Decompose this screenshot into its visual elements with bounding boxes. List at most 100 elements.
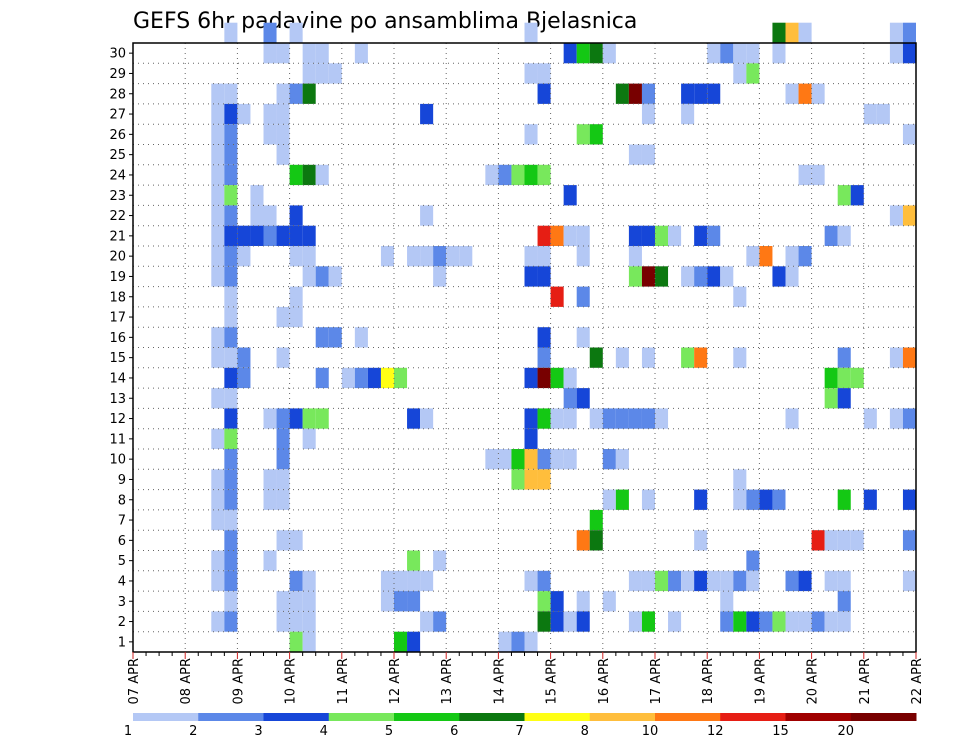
heatmap-cell <box>707 225 721 246</box>
heatmap-cell <box>211 550 225 571</box>
heatmap-cell <box>498 631 512 652</box>
heatmap-cell <box>641 83 655 104</box>
heatmap-cell <box>641 611 655 632</box>
heatmap-cell <box>276 428 290 449</box>
heatmap-cell <box>681 103 695 125</box>
heatmap-cell <box>224 205 238 226</box>
y-tick-label: 6 <box>118 534 126 549</box>
heatmap-cell <box>211 246 225 267</box>
heatmap-cell <box>237 367 251 389</box>
y-tick-label: 23 <box>109 189 126 204</box>
heatmap-cell <box>524 63 538 84</box>
x-tick-label: 12 APR <box>388 658 403 704</box>
heatmap-cell <box>537 83 551 104</box>
heatmap-cell <box>850 367 864 389</box>
colorbar-swatch <box>198 713 264 721</box>
heatmap-cell <box>433 266 447 287</box>
x-tick-label: 19 APR <box>753 658 768 704</box>
heatmap-cell <box>563 388 577 409</box>
x-tick-label: 10 APR <box>284 658 299 704</box>
heatmap-cell <box>263 124 277 145</box>
heatmap-cell <box>746 550 760 571</box>
heatmap-cell <box>211 428 225 449</box>
heatmap-cell <box>263 103 277 125</box>
heatmap-cell <box>733 63 747 84</box>
heatmap-cell <box>211 509 225 531</box>
heatmap-cell <box>224 103 238 125</box>
heatmap-cell <box>211 103 225 125</box>
heatmap-cell <box>224 225 238 246</box>
heatmap-cell <box>315 408 329 429</box>
heatmap-cell <box>837 489 851 510</box>
heatmap-cell <box>811 83 825 104</box>
heatmap-cell <box>537 327 551 348</box>
colorbar-swatch <box>589 713 656 721</box>
heatmap-cell <box>785 22 799 43</box>
heatmap-cell <box>537 225 551 246</box>
heatmap-cell <box>798 83 812 104</box>
heatmap-cell <box>824 388 838 409</box>
heatmap-cell <box>237 246 251 267</box>
heatmap-cell <box>576 611 590 632</box>
heatmap-cell <box>902 124 916 145</box>
colorbar-swatch <box>655 713 721 721</box>
heatmap-cell <box>902 570 916 592</box>
heatmap-cell <box>289 225 303 246</box>
heatmap-cell <box>524 631 538 652</box>
heatmap-cell <box>772 266 786 287</box>
heatmap-cell <box>759 611 773 632</box>
x-tick-label: 11 APR <box>336 658 351 704</box>
x-axis: 07 APR 08 APR 09 APR 10 APR 11 APR 12 APR 13 A… <box>127 652 925 704</box>
heatmap-cell <box>380 570 394 592</box>
heatmap-cell <box>707 570 721 592</box>
heatmap-cell <box>211 489 225 510</box>
heatmap-cell <box>289 591 303 612</box>
heatmap-cell <box>576 591 590 612</box>
heatmap-cell <box>211 164 225 186</box>
heatmap-cell <box>550 449 564 470</box>
heatmap-cell <box>367 367 381 389</box>
heatmap-cell <box>302 611 316 632</box>
heatmap-cell <box>902 489 916 510</box>
heatmap-cell <box>641 347 655 368</box>
heatmap-cell <box>263 22 277 43</box>
y-tick-label: 4 <box>118 574 126 589</box>
heatmap-cell <box>237 103 251 125</box>
heatmap-cell <box>524 246 538 267</box>
heatmap-cell <box>407 408 421 429</box>
heatmap-cell <box>524 408 538 429</box>
heatmap-cell <box>811 530 825 551</box>
heatmap-cell <box>785 570 799 592</box>
heatmap-cell <box>224 83 238 104</box>
heatmap-cell <box>707 43 721 64</box>
heatmap-cell <box>433 550 447 571</box>
heatmap-cell <box>889 205 903 226</box>
heatmap-cell <box>289 530 303 551</box>
y-tick-label: 17 <box>109 311 126 326</box>
heatmap-cell <box>550 591 564 612</box>
heatmap-cell <box>289 83 303 104</box>
heatmap-cell <box>211 144 225 165</box>
heatmap-cell <box>641 570 655 592</box>
heatmap-cell <box>681 266 695 287</box>
heatmap-cell <box>563 611 577 632</box>
heatmap-cell <box>524 164 538 186</box>
colorbar-label: 15 <box>772 724 789 739</box>
heatmap-cell <box>668 570 682 592</box>
heatmap-cell <box>380 246 394 267</box>
heatmap-cell <box>537 347 551 368</box>
heatmap-cell <box>315 327 329 348</box>
heatmap-cell <box>289 246 303 267</box>
y-tick-label: 26 <box>109 128 126 143</box>
heatmap-cell <box>733 570 747 592</box>
heatmap-cell <box>263 408 277 429</box>
heatmap-cell <box>302 591 316 612</box>
heatmap-cell <box>537 246 551 267</box>
colorbar-label: 10 <box>642 724 659 739</box>
heatmap-cell <box>433 246 447 267</box>
heatmap-cell <box>733 611 747 632</box>
colorbar-label: 4 <box>320 724 328 739</box>
heatmap-cell <box>863 489 877 510</box>
heatmap-cell <box>302 83 316 104</box>
heatmap-cell <box>289 570 303 592</box>
